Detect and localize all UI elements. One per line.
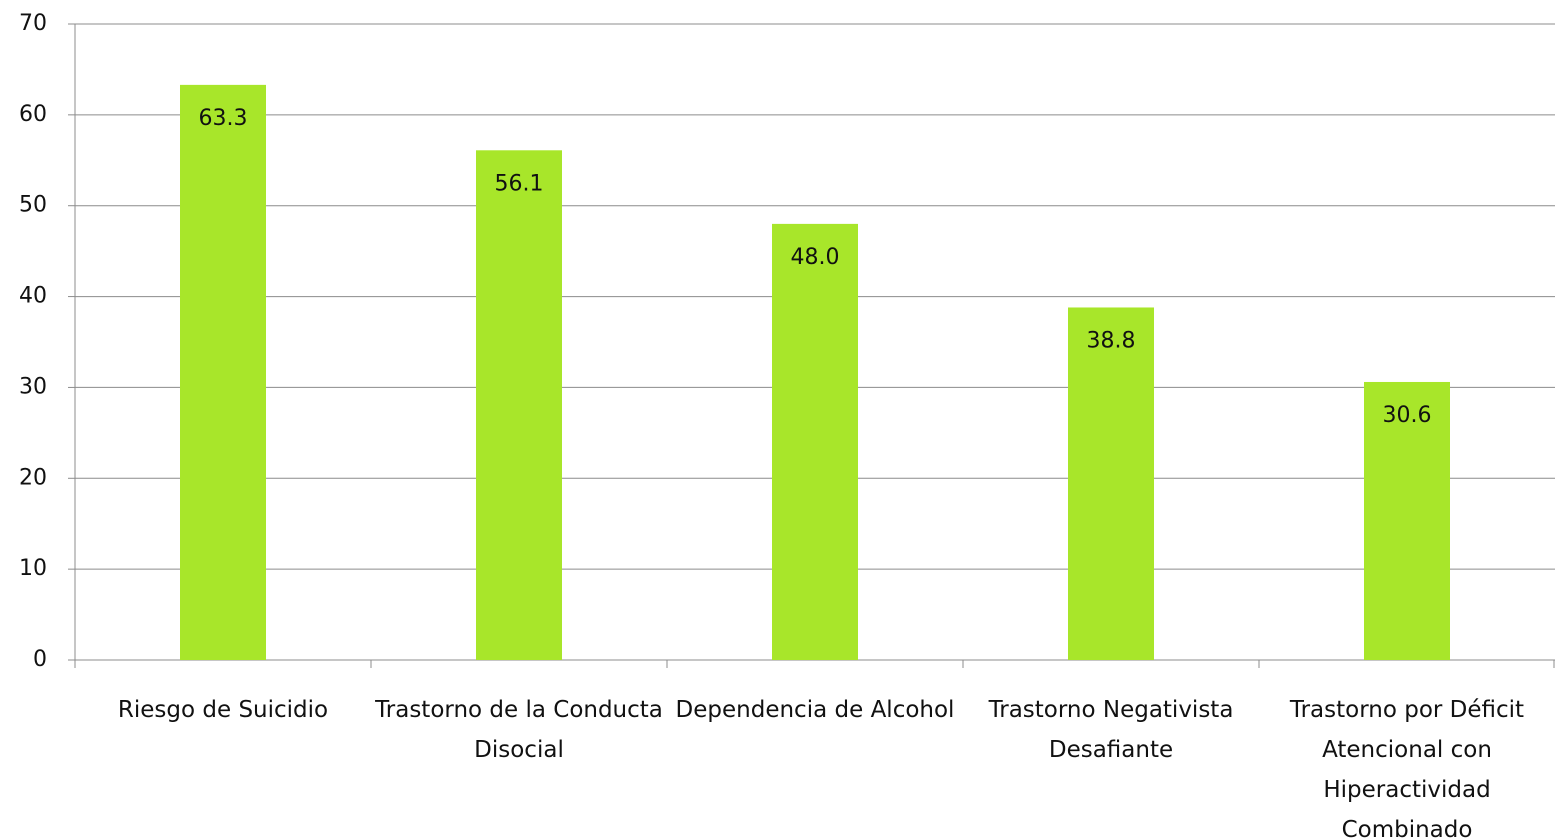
x-tick-label: Riesgo de Suicidio [117,697,329,723]
data-label: 38.8 [1087,328,1136,353]
bar [180,84,266,661]
data-label: 30.6 [1383,403,1432,428]
y-tick-label: 70 [19,11,47,36]
bar [772,223,858,660]
data-label: 48.0 [791,245,840,270]
y-tick-label: 10 [19,556,47,581]
y-tick-label: 20 [19,465,47,490]
data-label: 56.1 [495,171,544,196]
y-tick-label: 0 [33,647,47,672]
y-tick-label: 50 [19,193,47,218]
y-tick-label: 40 [19,284,47,309]
x-tick-label: Trastorno de la Conducta Disocial [375,697,663,763]
x-tick-label: Trastorno Negativista Desafiante [988,697,1234,763]
x-tick-label: Trastorno por Déficit Atencional con Hip… [1289,697,1525,840]
bar [1364,381,1450,660]
bar [476,150,562,660]
y-tick-label: 30 [19,374,47,399]
x-tick-label: Dependencia de Alcohol [675,697,955,723]
data-label: 63.3 [199,106,248,131]
y-tick-label: 60 [19,102,47,127]
bar [1068,307,1154,660]
